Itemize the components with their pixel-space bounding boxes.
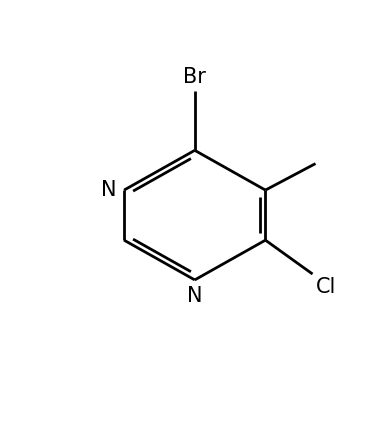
Text: Br: Br [183,67,206,87]
Text: N: N [187,286,203,306]
Text: Cl: Cl [315,277,336,297]
Text: N: N [101,180,117,200]
